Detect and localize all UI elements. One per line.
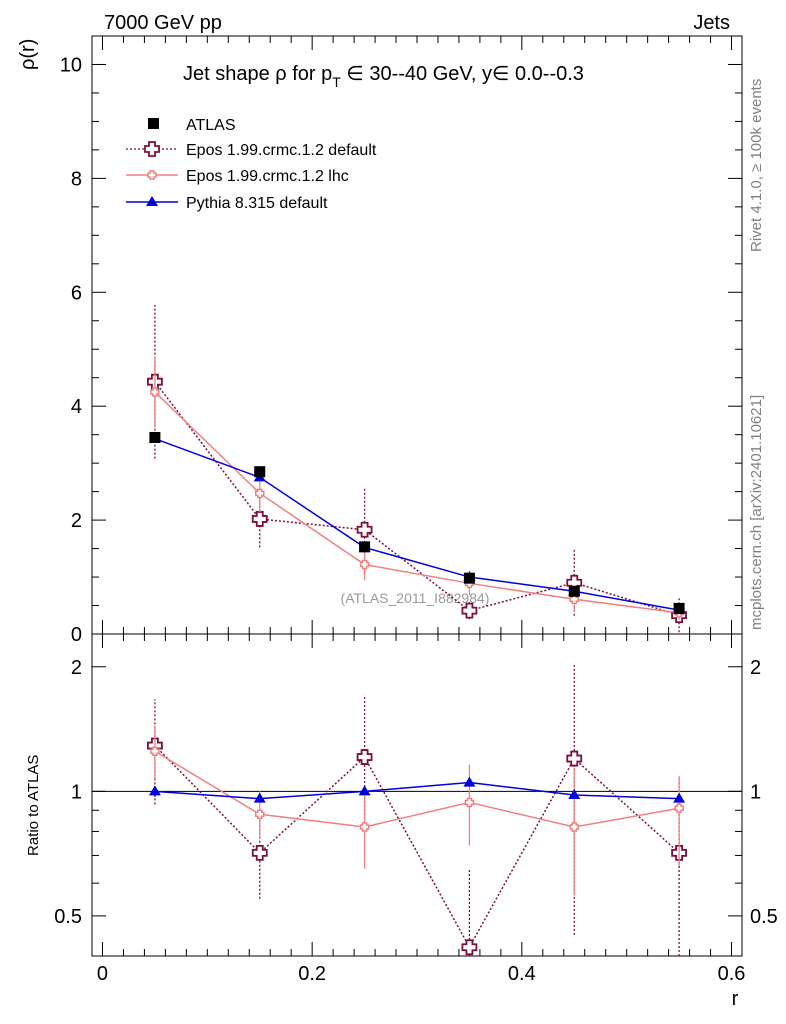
marker-pythia: [568, 788, 581, 799]
marker-atlas: [359, 541, 371, 553]
main-series-atlas: [149, 432, 685, 614]
marker-atlas: [673, 602, 685, 614]
analysis-watermark: (ATLAS_2011_I882984): [341, 590, 490, 606]
ratio-y-label: Ratio to ATLAS: [25, 755, 42, 856]
legend-label-atlas: ATLAS: [186, 117, 236, 134]
ratio-x-tick-label: 0.6: [718, 963, 746, 985]
ratio-series: [147, 664, 687, 956]
series-line-pythia: [154, 781, 680, 800]
ratio-frame: [91, 633, 743, 957]
legend-label-epos-lhc: Epos 1.99.crmc.1.2 lhc: [186, 168, 349, 185]
ratio-series-epos-default: [147, 664, 687, 956]
header-category: Jets: [693, 12, 730, 34]
main-y-tick-label: 8: [71, 168, 82, 190]
marker-atlas: [568, 585, 580, 597]
series-line-epos-lhc: [154, 750, 680, 828]
title-rest: ∈ 30--40 GeV, y∈ 0.0--0.3: [341, 63, 584, 85]
ratio-y-tick-label-right: 2: [750, 657, 761, 679]
ratio-y-tick-label: 0.5: [54, 906, 82, 928]
main-y-tick-label: 4: [71, 396, 82, 418]
legend-marker-atlas: [148, 118, 159, 129]
ratio-x-tick-label: 0: [97, 963, 108, 985]
main-series-epos-lhc: [150, 356, 684, 620]
marker-epos-lhc: [464, 797, 475, 808]
series-line-epos-default: [154, 381, 680, 616]
marker-atlas: [149, 432, 161, 444]
ratio-y-tick-label-right: 0.5: [750, 906, 778, 928]
main-series-pythia: [148, 432, 686, 615]
marker-epos-lhc: [569, 594, 580, 605]
main-y-tick-label: 6: [71, 282, 82, 304]
marker-epos-default: [461, 602, 478, 619]
legend-label-epos-default: Epos 1.99.crmc.1.2 default: [186, 142, 377, 159]
marker-epos-default: [356, 749, 373, 765]
legend-item-atlas: ATLAS: [148, 117, 236, 134]
ratio-x-label: r: [732, 988, 739, 1010]
legend-item-epos-default: Epos 1.99.crmc.1.2 default: [126, 141, 377, 159]
ratio-y-tick-label-right: 1: [750, 781, 761, 803]
main-y-label: ρ(r): [17, 39, 39, 70]
series-line-epos-default: [154, 745, 680, 949]
series-line-epos-lhc: [154, 391, 680, 614]
ratio-x-tick-label: 0.4: [508, 963, 536, 985]
main-series: [147, 304, 687, 633]
marker-pythia: [463, 776, 476, 787]
title-sub: T: [332, 74, 341, 90]
marker-epos-default: [251, 844, 268, 861]
marker-epos-lhc: [254, 809, 265, 820]
marker-epos-default: [356, 521, 373, 538]
mcplots-label: mcplots.cern.ch [arXiv:2401.10621]: [748, 395, 765, 630]
marker-pythia: [673, 792, 686, 803]
marker-epos-lhc: [359, 559, 370, 570]
legend-marker-epos-lhc: [147, 170, 157, 180]
marker-epos-lhc: [674, 803, 684, 814]
marker-epos-lhc: [150, 746, 160, 756]
main-y-tick-label: 0: [71, 624, 82, 646]
marker-epos-default: [251, 511, 268, 527]
legend-item-pythia: Pythia 8.315 default: [126, 195, 328, 212]
marker-atlas: [463, 572, 475, 584]
main-series-epos-default: [147, 304, 687, 633]
legend-item-epos-lhc: Epos 1.99.crmc.1.2 lhc: [126, 168, 349, 185]
header-energy: 7000 GeV pp: [104, 12, 222, 34]
axes: 0 2 4 6 8 10 0 0.2 0.4 0.6 0.5 0.5 1 1 2 2: [54, 35, 778, 985]
legend-marker-epos-default: [144, 141, 160, 157]
marker-epos-lhc: [359, 822, 370, 832]
ratio-series-pythia: [148, 776, 686, 803]
ratio-x-tick-label: 0.2: [298, 963, 326, 985]
ratio-y-tick-label: 1: [71, 781, 82, 803]
plot-title: Jet shape ρ for pT ∈ 30--40 GeV, y∈ 0.0-…: [183, 63, 584, 90]
legend: ATLAS Epos 1.99.crmc.1.2 default Epos 1.…: [126, 117, 377, 212]
series-line-pythia: [154, 437, 680, 611]
ratio-series-epos-lhc: [150, 725, 684, 896]
legend-label-pythia: Pythia 8.315 default: [186, 195, 328, 212]
marker-epos-default: [461, 939, 478, 956]
marker-pythia: [253, 792, 266, 803]
ratio-y-tick-label: 2: [71, 657, 82, 679]
rivet-label: Rivet 4.1.0, ≥ 100k events: [748, 79, 765, 252]
marker-epos-lhc: [254, 488, 265, 499]
marker-atlas: [254, 466, 266, 478]
marker-epos-lhc: [150, 387, 160, 397]
title-main: Jet shape ρ for p: [183, 63, 332, 85]
main-y-tick-label: 10: [60, 54, 82, 76]
marker-epos-default: [566, 750, 583, 767]
marker-pythia: [358, 785, 371, 796]
marker-epos-lhc: [569, 822, 580, 832]
legend-marker-pythia: [146, 196, 158, 206]
main-y-tick-label: 2: [71, 510, 82, 532]
marker-pythia: [148, 785, 161, 796]
